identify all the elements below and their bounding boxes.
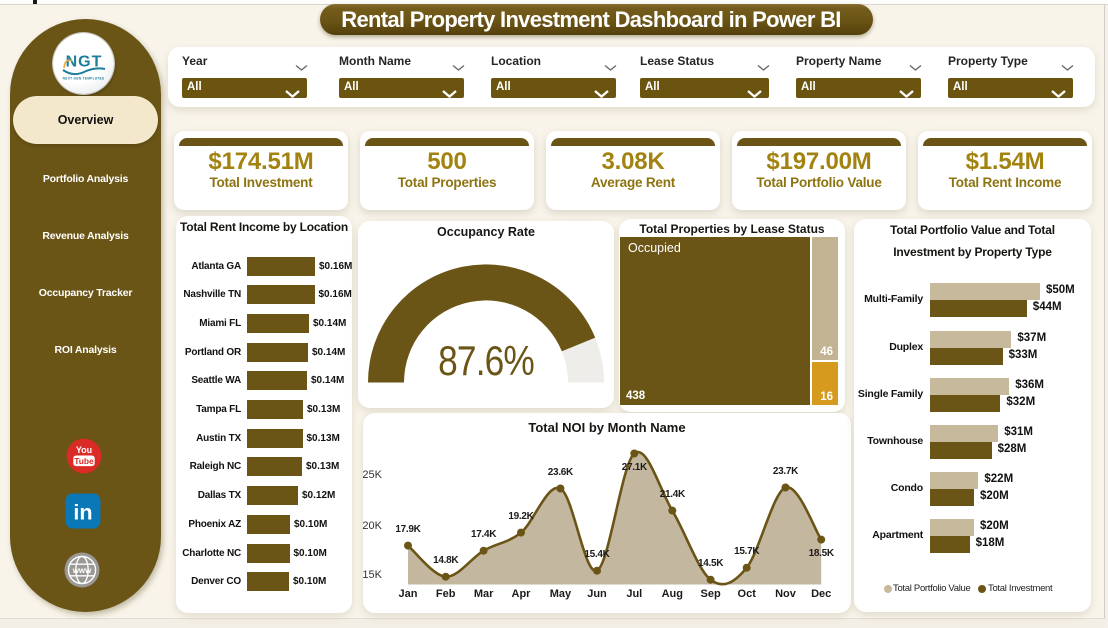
svg-text:Tube: Tube	[74, 456, 94, 466]
svg-text:www: www	[72, 566, 92, 575]
svg-text:You: You	[76, 445, 92, 455]
svg-text:NEXT GEN TEMPLATES: NEXT GEN TEMPLATES	[63, 77, 105, 81]
svg-text:in: in	[73, 500, 92, 525]
svg-text:NGT: NGT	[66, 54, 103, 71]
